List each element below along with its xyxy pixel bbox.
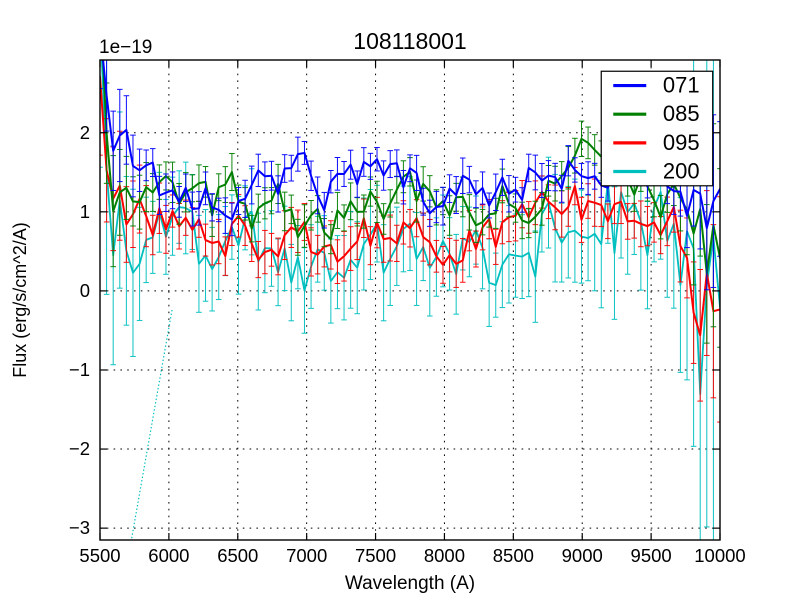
svg-text:7000: 7000 <box>286 545 327 566</box>
svg-text:5500: 5500 <box>79 545 120 566</box>
svg-text:6000: 6000 <box>148 545 189 566</box>
svg-text:−3: −3 <box>69 517 90 538</box>
svg-text:095: 095 <box>663 130 700 155</box>
svg-text:7500: 7500 <box>355 545 396 566</box>
svg-text:2: 2 <box>80 122 90 143</box>
svg-text:200: 200 <box>663 158 700 183</box>
svg-text:071: 071 <box>663 73 700 98</box>
svg-text:−1: −1 <box>69 359 90 380</box>
svg-text:Wavelength (A): Wavelength (A) <box>345 573 475 594</box>
svg-text:9000: 9000 <box>562 545 603 566</box>
svg-text:8500: 8500 <box>493 545 534 566</box>
svg-text:9500: 9500 <box>631 545 672 566</box>
svg-text:1: 1 <box>80 201 90 222</box>
svg-text:108118001: 108118001 <box>353 28 466 54</box>
svg-text:Flux (erg/s/cm^2/A): Flux (erg/s/cm^2/A) <box>10 222 30 377</box>
svg-text:8000: 8000 <box>424 545 465 566</box>
svg-text:6500: 6500 <box>217 545 258 566</box>
svg-text:085: 085 <box>663 101 700 126</box>
svg-text:0: 0 <box>80 280 90 301</box>
svg-text:1e−19: 1e−19 <box>99 37 152 58</box>
svg-text:10000: 10000 <box>694 545 745 566</box>
svg-text:−2: −2 <box>69 438 90 459</box>
